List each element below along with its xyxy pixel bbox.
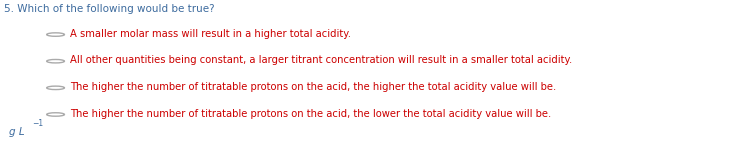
- Text: All other quantities being constant, a larger titrant concentration will result : All other quantities being constant, a l…: [70, 55, 573, 65]
- Text: 5. Which of the following would be true?: 5. Which of the following would be true?: [4, 4, 214, 14]
- Text: A smaller molar mass will result in a higher total acidity.: A smaller molar mass will result in a hi…: [70, 29, 351, 39]
- Text: −1: −1: [33, 119, 44, 128]
- Text: The higher the number of titratable protons on the acid, the higher the total ac: The higher the number of titratable prot…: [70, 82, 556, 92]
- Text: g L: g L: [9, 127, 24, 137]
- Text: The higher the number of titratable protons on the acid, the lower the total aci: The higher the number of titratable prot…: [70, 109, 551, 119]
